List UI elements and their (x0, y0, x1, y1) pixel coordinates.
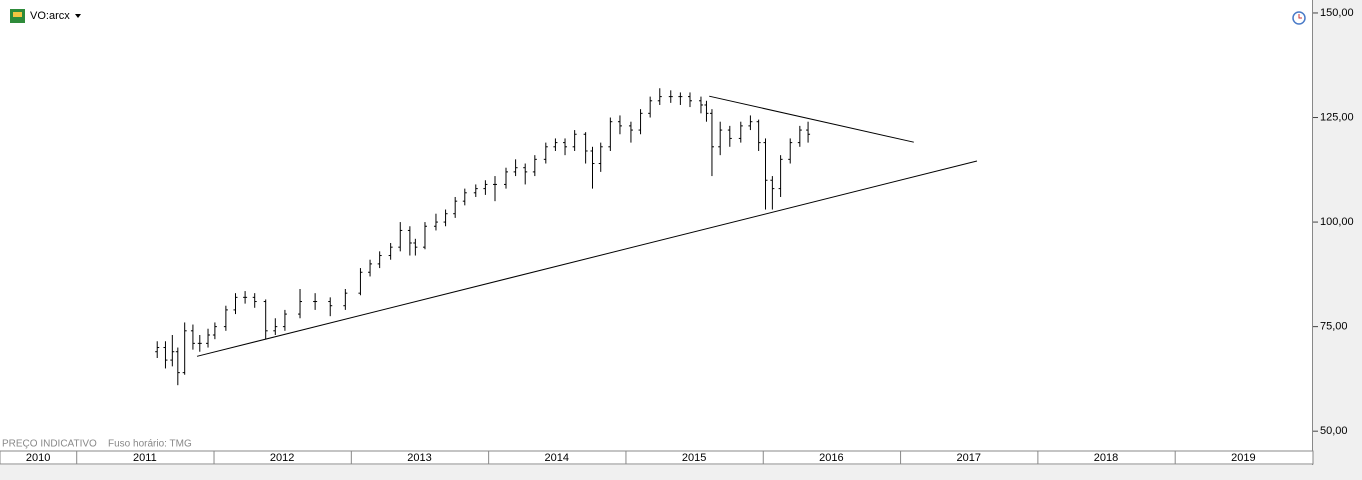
time-axis (0, 450, 1314, 465)
price-axis-panel (1313, 0, 1362, 480)
x-tick-label: 2015 (682, 452, 706, 464)
symbol-icon-inner (13, 12, 22, 17)
x-tick-label: 2011 (133, 452, 157, 464)
y-tick-label: 125,00 (1320, 111, 1354, 123)
clock-hands (1298, 14, 1302, 19)
price-note: PREÇO INDICATIVO (2, 439, 97, 450)
x-tick-label: 2016 (819, 452, 843, 464)
y-tick-label: 50,00 (1320, 425, 1348, 437)
y-tick-label: 150,00 (1320, 7, 1354, 19)
y-tick-label: 100,00 (1320, 216, 1354, 228)
symbol-title[interactable]: VO:arcx (30, 10, 70, 22)
timezone-note: Fuso horário: TMG (108, 439, 192, 450)
trendline (196, 160, 978, 357)
trendline (709, 95, 914, 143)
x-tick-label: 2014 (545, 452, 569, 464)
x-tick-label: 2018 (1094, 452, 1118, 464)
y-tick-label: 75,00 (1320, 321, 1348, 333)
x-tick-label: 2019 (1231, 452, 1255, 464)
x-tick-label: 2010 (26, 452, 50, 464)
x-tick-label: 2013 (407, 452, 431, 464)
x-tick-label: 2017 (956, 452, 980, 464)
symbol-dropdown[interactable] (75, 14, 81, 18)
bottom-strip (0, 465, 1313, 480)
x-tick-label: 2012 (270, 452, 294, 464)
